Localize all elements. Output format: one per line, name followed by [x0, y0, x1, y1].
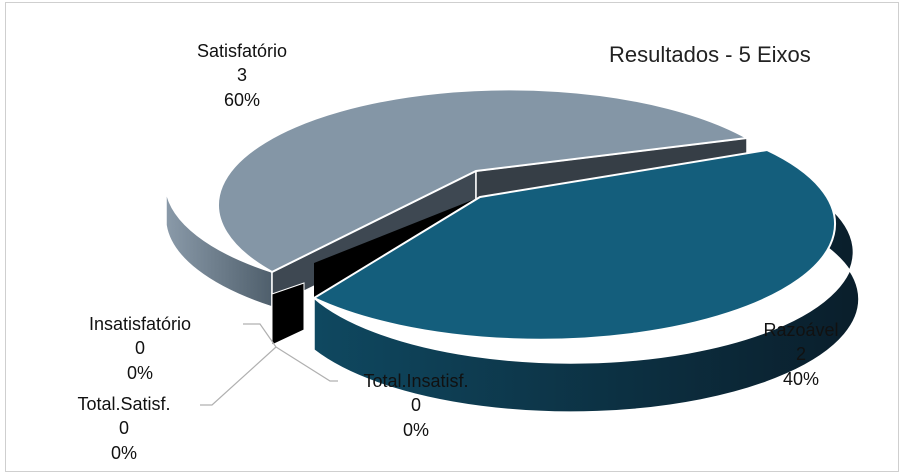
- slice-zero-wedge: [271, 282, 305, 346]
- slice-razoavel-top: [311, 148, 837, 341]
- pie-chart: Resultados - 5 Eixos Satisfatório 3 60% …: [77, 41, 860, 460]
- leader-lines: [200, 323, 338, 406]
- label-total-satisf: Total.Satisf. 0 0%: [77, 394, 170, 460]
- label-insatisfatorio-name: Insatisfatório: [89, 314, 191, 334]
- label-satisfatorio-value: 3: [237, 65, 247, 85]
- label-total-satisf-percent: 0%: [111, 443, 137, 460]
- label-total-satisf-name: Total.Satisf.: [77, 394, 170, 414]
- chart-title: Resultados - 5 Eixos: [609, 42, 811, 67]
- label-insatisfatorio-value: 0: [135, 338, 145, 358]
- label-razoavel-value: 2: [796, 344, 806, 364]
- label-razoavel: Razoável 2 40%: [763, 320, 838, 389]
- leader-line-total-satisf: [200, 346, 277, 406]
- label-total-insatisf: Total.Insatisf. 0 0%: [363, 371, 468, 440]
- leader-line-insatisfatorio: [243, 323, 277, 348]
- label-total-insatisf-value: 0: [411, 395, 421, 415]
- label-insatisfatorio: Insatisfatório 0 0%: [89, 314, 191, 383]
- label-satisfatorio: Satisfatório 3 60%: [197, 41, 287, 110]
- label-total-satisf-value: 0: [119, 418, 129, 438]
- label-satisfatorio-percent: 60%: [224, 90, 260, 110]
- label-satisfatorio-name: Satisfatório: [197, 41, 287, 61]
- label-razoavel-percent: 40%: [783, 369, 819, 389]
- label-razoavel-name: Razoável: [763, 320, 838, 340]
- label-total-insatisf-percent: 0%: [403, 420, 429, 440]
- label-total-insatisf-name: Total.Insatisf.: [363, 371, 468, 391]
- label-insatisfatorio-percent: 0%: [127, 363, 153, 383]
- leader-line-total-insatisf: [275, 346, 338, 382]
- slice-satisfatorio-top: [217, 88, 751, 274]
- slice-razoavel[interactable]: [311, 148, 860, 413]
